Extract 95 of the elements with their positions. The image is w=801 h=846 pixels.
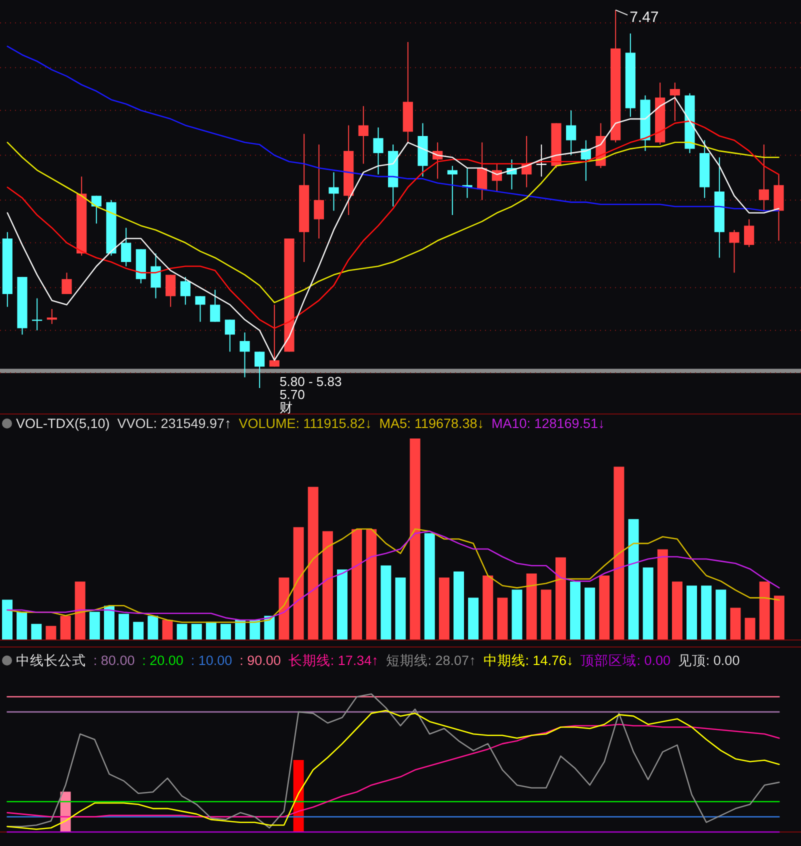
bar: [133, 622, 144, 640]
bar: [555, 557, 566, 640]
bar: [206, 622, 216, 640]
bar: [322, 531, 333, 640]
bar: [148, 616, 158, 640]
candlestick: [32, 298, 42, 331]
bar: [759, 582, 770, 640]
bar: [730, 608, 741, 640]
bar: [220, 624, 231, 640]
candlestick: [62, 272, 72, 295]
bar: [657, 549, 668, 640]
bar: [570, 582, 581, 640]
bar: [89, 612, 100, 640]
bar: [526, 574, 537, 640]
candlestick: [314, 144, 324, 240]
bar: [16, 612, 28, 640]
bar: [716, 590, 726, 640]
annotation: 5.70: [280, 387, 305, 402]
bar: [584, 588, 596, 640]
candlestick: [195, 296, 206, 322]
candlestick: [670, 82, 680, 122]
bar: [308, 486, 318, 640]
bar: [701, 586, 712, 640]
text: 中期线: 14.76↓: [483, 653, 574, 668]
bar: [642, 567, 654, 640]
candlestick: [150, 252, 161, 299]
candlestick: [166, 274, 176, 308]
candlestick: [46, 308, 57, 324]
text: 见顶: 0.00: [678, 653, 740, 668]
text: : 90.00: [240, 653, 281, 668]
chart-title: 中线长公式: [16, 653, 86, 668]
annotation: 5.80 - 5.83: [280, 374, 342, 389]
bar: [74, 582, 86, 640]
bar: [774, 596, 784, 640]
bar: [380, 565, 392, 640]
annotation: 7.47: [630, 9, 659, 26]
text: : 10.00: [190, 653, 232, 668]
text: VOLUME: 111915.82↓: [238, 416, 372, 431]
bar: [118, 614, 130, 640]
candlestick: [373, 126, 384, 175]
candlestick: [358, 106, 368, 164]
candlestick: [254, 351, 265, 388]
bar: [46, 626, 56, 640]
bar: [468, 598, 479, 640]
text: MA5: 119678.38↓: [379, 416, 484, 431]
chart-title: VOL-TDX(5,10): [16, 416, 110, 431]
candlestick: [328, 172, 339, 212]
bar: [672, 582, 682, 640]
text: VVOL: 231549.97↑: [117, 416, 232, 431]
bar: [628, 519, 639, 640]
candlestick: [91, 195, 102, 224]
text: : 20.00: [142, 653, 184, 668]
candlestick: [758, 144, 769, 212]
bar: [352, 529, 362, 640]
bar: [31, 624, 42, 640]
candlestick: [240, 332, 250, 378]
bar: [191, 624, 202, 640]
bar: [293, 527, 304, 640]
text: 财: [280, 400, 293, 415]
text: 短期线: 28.07↑: [386, 653, 476, 668]
bar: [512, 590, 522, 640]
bar: [395, 578, 406, 640]
bar: [438, 578, 450, 640]
candlestick: [744, 218, 754, 248]
candlestick: [566, 110, 576, 156]
bar: [454, 571, 464, 640]
candlestick: [477, 142, 488, 201]
bar: [162, 620, 173, 640]
candlestick: [224, 319, 235, 352]
bar: [366, 529, 377, 640]
candlestick: [180, 276, 190, 306]
candlestick: [269, 304, 280, 368]
candlestick: [729, 229, 740, 274]
bar: [686, 586, 698, 640]
text: 顶部区域: 0.00: [580, 653, 671, 668]
bar: [104, 606, 114, 640]
bar: [482, 576, 494, 640]
candlestick: [447, 165, 458, 216]
text: MA10: 128169.51↓: [491, 416, 605, 431]
bar: [410, 438, 420, 640]
bar: [599, 576, 610, 640]
bar: [540, 590, 552, 640]
bar: [2, 600, 13, 640]
bar: [497, 598, 508, 640]
bar: [337, 569, 348, 640]
bar: [176, 624, 188, 640]
bar: [278, 578, 290, 640]
text: : 80.00: [93, 653, 135, 668]
bar: [424, 533, 435, 640]
bar: [614, 466, 624, 640]
candlestick: [210, 289, 220, 322]
bar: [60, 616, 71, 640]
candlestick: [121, 227, 132, 267]
text: 长期线: 17.34↑: [288, 653, 378, 668]
bar: [744, 618, 756, 640]
